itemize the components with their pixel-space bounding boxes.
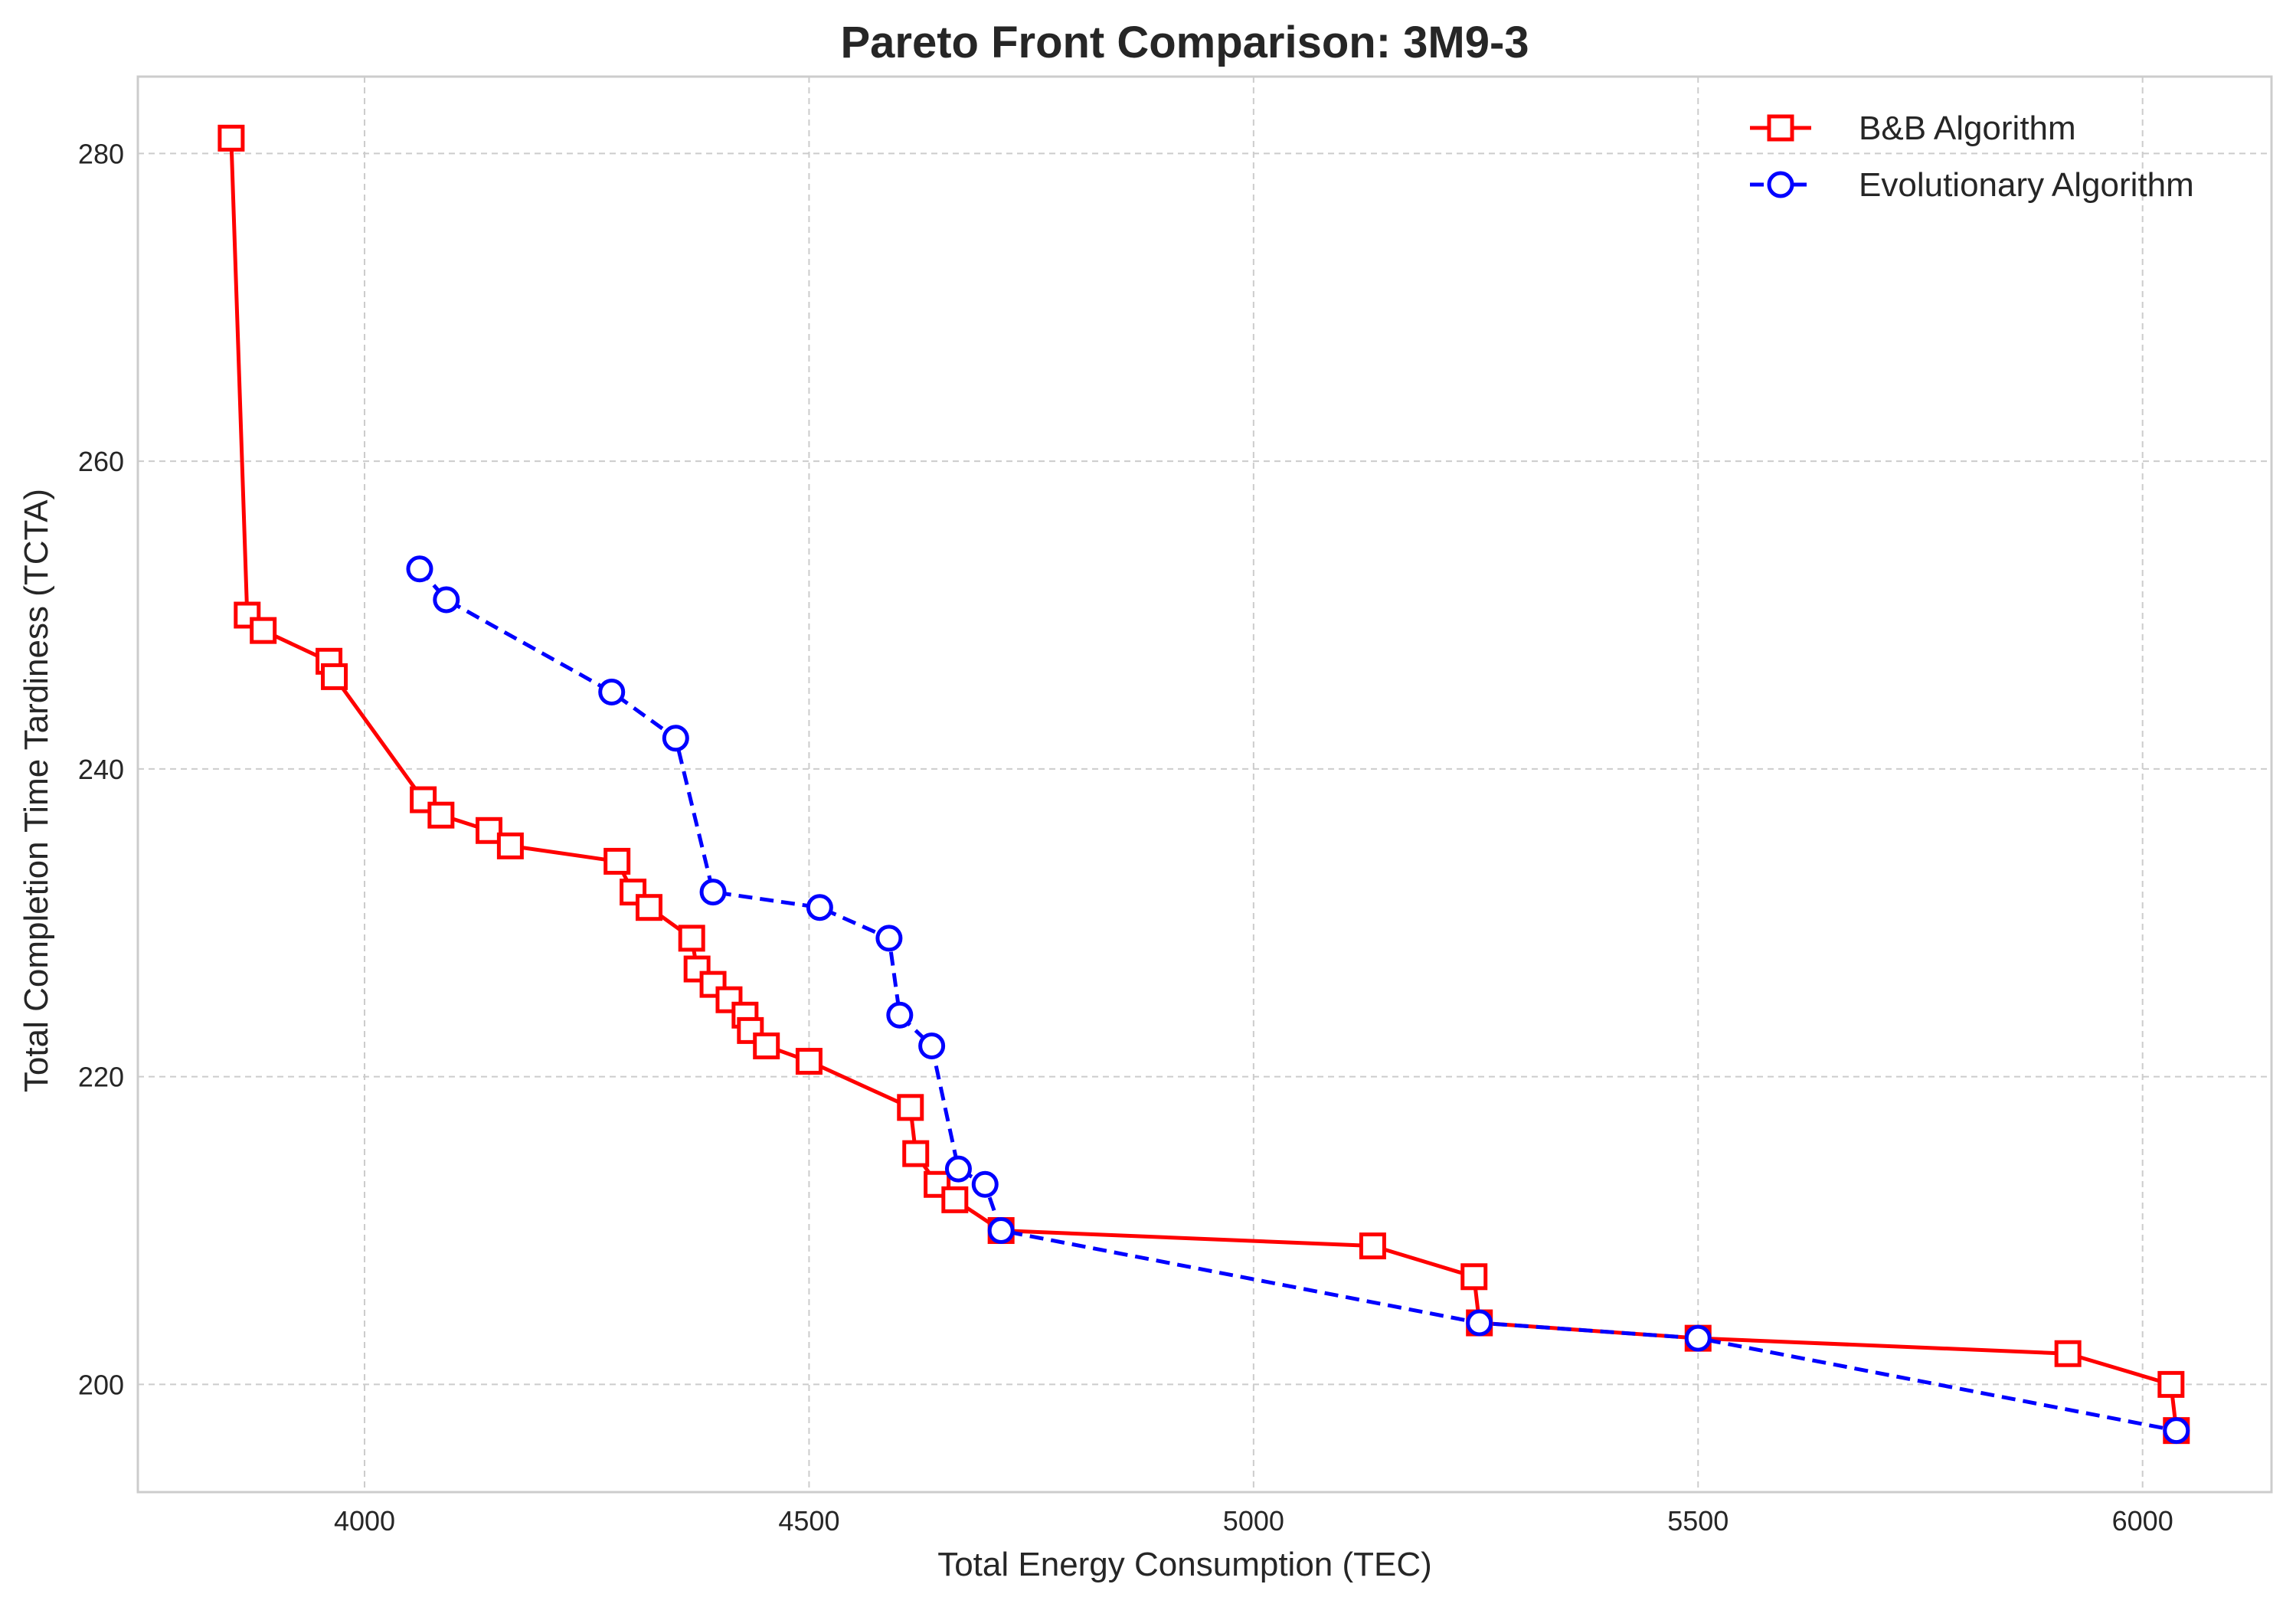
data-point-bnb	[476, 817, 503, 844]
data-point-bnb	[2157, 1370, 2185, 1398]
data-point-bnb	[217, 124, 245, 152]
x-tick-label: 5500	[1667, 1505, 1729, 1537]
data-point-bnb	[603, 847, 631, 875]
data-point-evolutionary	[406, 555, 433, 583]
legend-item-bnb: B&B Algorithm	[1750, 110, 2076, 147]
series-layer	[217, 124, 2190, 1445]
data-point-evolutionary	[598, 678, 626, 705]
data-point-evolutionary	[918, 1032, 946, 1059]
data-point-evolutionary	[987, 1217, 1015, 1245]
tick-labels: 4000 4500 5000 5500 6000 200 220 240 260 280	[78, 138, 2173, 1537]
y-axis-label: Total Completion Time Tardiness (TCTA)	[18, 489, 55, 1092]
data-point-bnb	[1359, 1232, 1386, 1260]
legend: B&B Algorithm Evolutionary Algorithm	[1750, 110, 2194, 204]
data-point-bnb	[410, 786, 437, 813]
chart-title: Pareto Front Comparison: 3M9-3	[840, 18, 1529, 67]
x-axis-label: Total Energy Consumption (TEC)	[937, 1546, 1432, 1583]
x-tick-label: 5000	[1223, 1505, 1284, 1537]
data-point-evolutionary	[886, 1001, 914, 1029]
legend-label: B&B Algorithm	[1859, 110, 2076, 147]
data-point-bnb	[321, 663, 348, 690]
data-point-evolutionary	[806, 894, 833, 921]
y-tick-label: 200	[78, 1369, 124, 1400]
data-point-evolutionary	[1466, 1309, 1493, 1337]
x-tick-label: 4000	[334, 1505, 395, 1537]
x-tick-label: 6000	[2112, 1505, 2173, 1537]
data-point-evolutionary	[875, 925, 903, 952]
data-point-bnb	[1460, 1263, 1488, 1291]
data-point-evolutionary	[971, 1170, 999, 1198]
legend-label: Evolutionary Algorithm	[1859, 166, 2194, 204]
data-point-bnb	[427, 801, 455, 829]
data-point-bnb	[2054, 1340, 2082, 1367]
data-point-evolutionary	[433, 586, 460, 614]
plot-frame	[136, 75, 2273, 1494]
data-point-bnb	[753, 1032, 780, 1059]
data-point-evolutionary	[2163, 1417, 2190, 1445]
y-tick-label: 240	[78, 754, 124, 785]
legend-marker	[1767, 171, 1794, 198]
series-evolutionary	[406, 555, 2190, 1445]
y-tick-label: 260	[78, 446, 124, 477]
data-point-bnb	[678, 925, 705, 952]
data-point-bnb	[795, 1048, 823, 1075]
data-point-evolutionary	[1684, 1324, 1712, 1352]
data-point-bnb	[635, 894, 662, 921]
y-tick-label: 280	[78, 138, 124, 169]
data-point-evolutionary	[699, 879, 727, 906]
legend-marker	[1767, 114, 1794, 142]
data-point-evolutionary	[662, 725, 689, 752]
data-point-bnb	[496, 832, 524, 859]
data-point-bnb	[902, 1140, 930, 1167]
data-point-evolutionary	[944, 1155, 972, 1183]
data-point-bnb	[941, 1186, 969, 1213]
legend-item-evolutionary: Evolutionary Algorithm	[1750, 166, 2194, 204]
data-point-bnb	[250, 617, 277, 644]
grid	[138, 77, 2271, 1492]
data-point-bnb	[897, 1094, 924, 1121]
y-tick-label: 220	[78, 1062, 124, 1093]
series-bnb	[217, 124, 2190, 1445]
x-tick-label: 4500	[778, 1505, 839, 1537]
